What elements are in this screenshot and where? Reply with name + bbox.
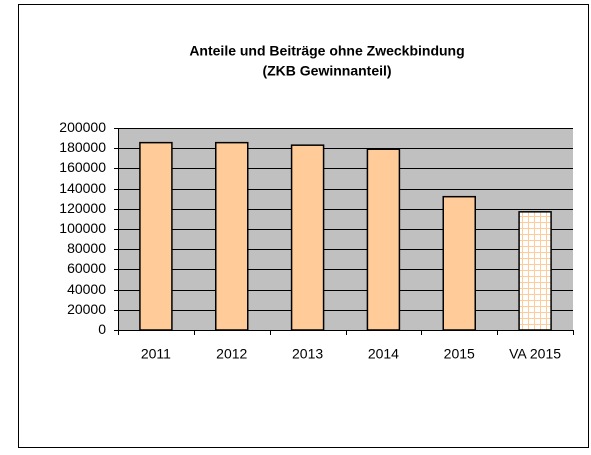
bar	[442, 195, 476, 331]
y-tick-label: 200000	[59, 119, 106, 135]
y-tick-label: 20000	[67, 301, 106, 317]
y-tick-label: 40000	[67, 281, 106, 297]
bar	[366, 148, 401, 331]
x-tick-label: 2012	[216, 346, 247, 362]
bar	[290, 144, 325, 331]
x-tick-label: VA 2015	[509, 346, 561, 362]
bar	[139, 141, 173, 331]
y-tick-label: 160000	[59, 159, 106, 175]
y-tick-label: 100000	[59, 220, 106, 236]
y-tick-label: 180000	[59, 139, 106, 155]
x-tick-label: 2014	[368, 346, 399, 362]
chart-title: Anteile und Beiträge ohne Zweckbindung	[189, 43, 464, 59]
x-tick-label: 2011	[141, 346, 171, 362]
chart-subtitle: (ZKB Gewinnanteil)	[262, 63, 391, 79]
x-tick-label: 2015	[444, 346, 475, 362]
y-tick-label: 120000	[59, 200, 106, 216]
bar	[518, 211, 552, 331]
y-tick-label: 60000	[67, 260, 106, 276]
y-tick-label: 0	[98, 321, 106, 337]
x-tick-label: 2013	[292, 346, 323, 362]
y-tick-label: 140000	[59, 180, 106, 196]
y-tick-label: 80000	[67, 240, 106, 256]
bar	[215, 141, 249, 331]
